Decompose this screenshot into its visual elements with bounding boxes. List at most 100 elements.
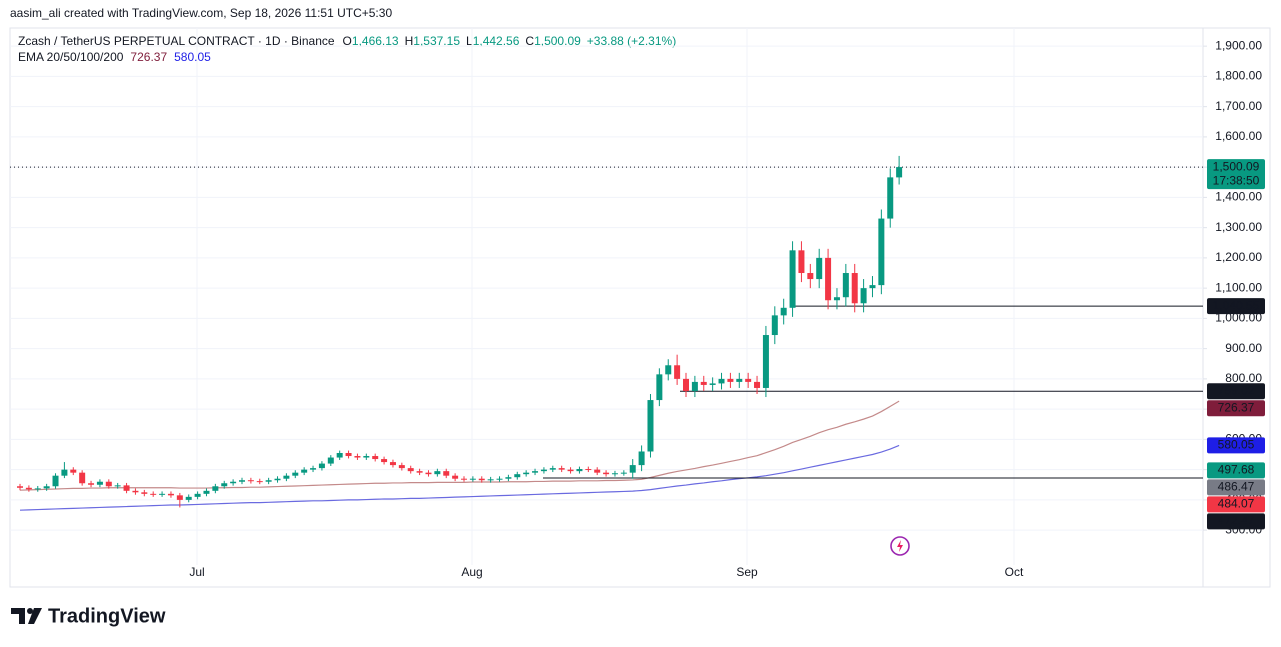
price-label-box — [1207, 383, 1265, 400]
ohlc-key: O — [343, 34, 352, 48]
candle-body — [389, 462, 396, 466]
candle-body — [256, 481, 263, 483]
price-label-box — [1207, 159, 1265, 190]
candle-body — [452, 475, 459, 479]
price-label-box — [1207, 298, 1265, 315]
y-tick-label: 1,100.00 — [1215, 280, 1262, 294]
symbol: Zcash / TetherUS PERPETUAL CONTRACT · 1D… — [18, 34, 335, 48]
candle-body — [807, 273, 814, 280]
candle-body — [425, 472, 432, 475]
candle-body — [301, 469, 308, 473]
candle-body — [709, 383, 716, 385]
candle-body — [203, 490, 210, 494]
candle-body — [34, 488, 41, 490]
price-label: 486.47 — [1218, 480, 1255, 494]
candle-body — [647, 400, 654, 452]
candle-body — [79, 472, 86, 484]
candle-body — [167, 493, 174, 496]
indicator-value: 580.05 — [174, 50, 211, 64]
candle-body — [780, 307, 787, 316]
candle-body — [247, 480, 254, 482]
candle-body — [833, 297, 840, 301]
candle-body — [141, 492, 148, 494]
candle-body — [25, 487, 32, 490]
indicator-legend: EMA 20/50/100/200 726.37 580.05 — [18, 50, 211, 64]
candle-body — [540, 469, 547, 472]
candle-body — [887, 177, 894, 219]
candle-body — [762, 335, 769, 388]
candle-body — [434, 471, 441, 475]
price-label: 580.05 — [1218, 438, 1255, 452]
flash-icon — [890, 536, 910, 556]
attribution: aasim_ali created with TradingView.com, … — [10, 6, 392, 20]
candle-body — [505, 477, 512, 479]
candle-body — [851, 273, 858, 304]
candle-body — [736, 378, 743, 382]
candle-body — [17, 486, 23, 488]
price-label-box — [1207, 400, 1265, 417]
y-tick-label: 900.00 — [1225, 341, 1262, 355]
price-label: 1,040.55 — [1213, 298, 1260, 312]
y-tick-label: 1,900.00 — [1215, 38, 1262, 52]
y-tick-label: 1,400.00 — [1215, 190, 1262, 204]
y-tick-label: 1,800.00 — [1215, 69, 1262, 83]
candle-body — [43, 486, 50, 489]
candle-body — [398, 465, 405, 469]
candle-body — [96, 481, 103, 485]
price-label-box — [1207, 437, 1265, 454]
candle-body — [683, 378, 689, 391]
ema-line — [19, 400, 900, 491]
candle-body — [896, 167, 903, 178]
candle-body — [514, 474, 521, 478]
candle-body — [407, 468, 414, 472]
candle-body — [620, 472, 627, 474]
candle-body — [363, 456, 370, 458]
brand-logo — [11, 608, 42, 624]
candle-body — [567, 469, 574, 472]
candle-body — [372, 456, 379, 460]
ohlc-value: 1,537.15 — [413, 34, 460, 48]
ohlc-value: 1,442.56 — [473, 34, 520, 48]
candle-body — [221, 483, 228, 487]
candle-body — [487, 479, 494, 481]
symbol-legend: Zcash / TetherUS PERPETUAL CONTRACT · 1D… — [18, 34, 676, 48]
candle-body — [176, 495, 183, 500]
ohlc-key: C — [525, 34, 534, 48]
candle-body — [292, 472, 299, 476]
candle-body — [105, 481, 112, 487]
y-tick-label: 1,700.00 — [1215, 99, 1262, 113]
candle-body — [310, 468, 317, 470]
candle-body — [70, 469, 77, 473]
candle-body — [798, 250, 805, 274]
candle-body — [381, 459, 388, 463]
price-label: 1,500.09 — [1213, 159, 1260, 173]
candle-body — [265, 480, 272, 482]
y-tick-label: 1,600.00 — [1215, 129, 1262, 143]
candle-body — [718, 378, 725, 384]
candle-body — [345, 452, 352, 457]
price-label-box — [1207, 462, 1265, 479]
candle-body — [61, 469, 68, 476]
ohlc-key: H — [405, 34, 414, 48]
candle-body — [842, 273, 849, 298]
candle-body — [496, 478, 503, 480]
candle-body — [416, 471, 423, 473]
candle-body — [318, 463, 325, 469]
candle-body — [860, 288, 867, 304]
candle-body — [638, 451, 645, 466]
candle-body — [665, 365, 672, 375]
indicator-value: 726.37 — [130, 50, 167, 64]
ema-line — [19, 444, 900, 511]
candle-body — [771, 315, 778, 336]
brand-name: TradingView — [48, 605, 166, 627]
candle-body — [52, 475, 59, 487]
y-tick-label: 800.00 — [1225, 371, 1262, 385]
candle-body — [212, 486, 219, 491]
x-tick-label: Jul — [189, 565, 204, 579]
candle-body — [132, 490, 139, 493]
price-label: 759.02 — [1218, 383, 1255, 397]
change: +33.88 (+2.31%) — [587, 34, 676, 48]
candle-body — [745, 378, 752, 382]
